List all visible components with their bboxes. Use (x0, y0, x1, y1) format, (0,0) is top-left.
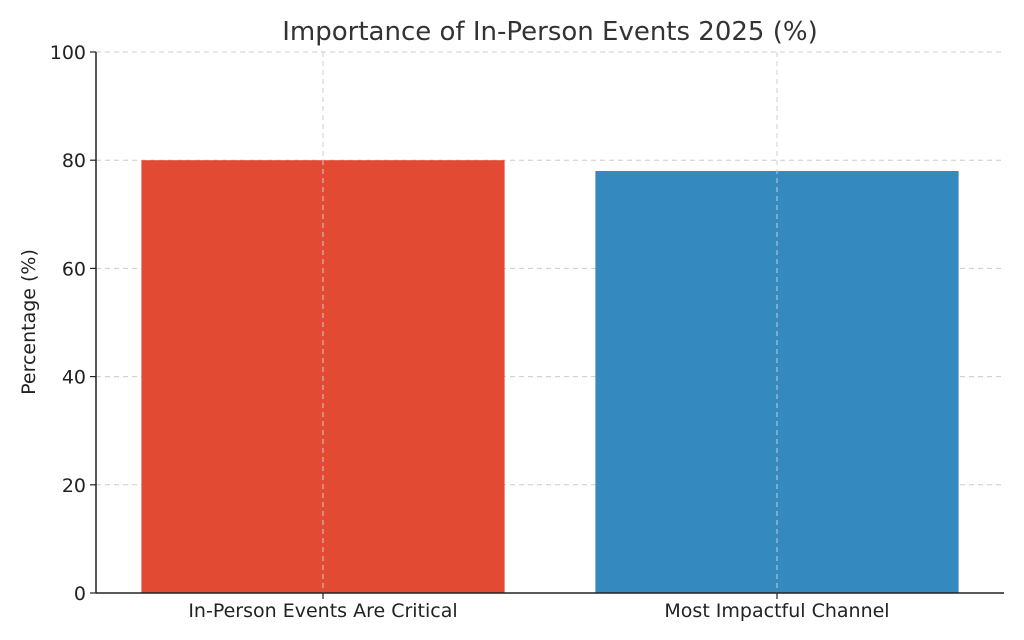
y-ticks: 0 20 40 60 80 100 (50, 42, 96, 605)
y-tick-label: 40 (62, 367, 86, 389)
y-axis-label: Percentage (%) (18, 249, 40, 395)
y-tick-label: 60 (62, 258, 86, 280)
vertical-grid-lines (322, 52, 778, 593)
y-tick-label: 0 (74, 583, 86, 605)
y-tick-label: 80 (62, 150, 86, 172)
x-tick-labels: In-Person Events Are Critical Most Impact… (188, 593, 890, 622)
x-tick-label: In-Person Events Are Critical (188, 600, 457, 622)
x-tick-label: Most Impactful Channel (664, 600, 889, 622)
y-tick-label: 20 (62, 475, 86, 497)
chart-title: Importance of In-Person Events 2025 (%) (282, 17, 817, 47)
y-tick-label: 100 (50, 42, 86, 64)
